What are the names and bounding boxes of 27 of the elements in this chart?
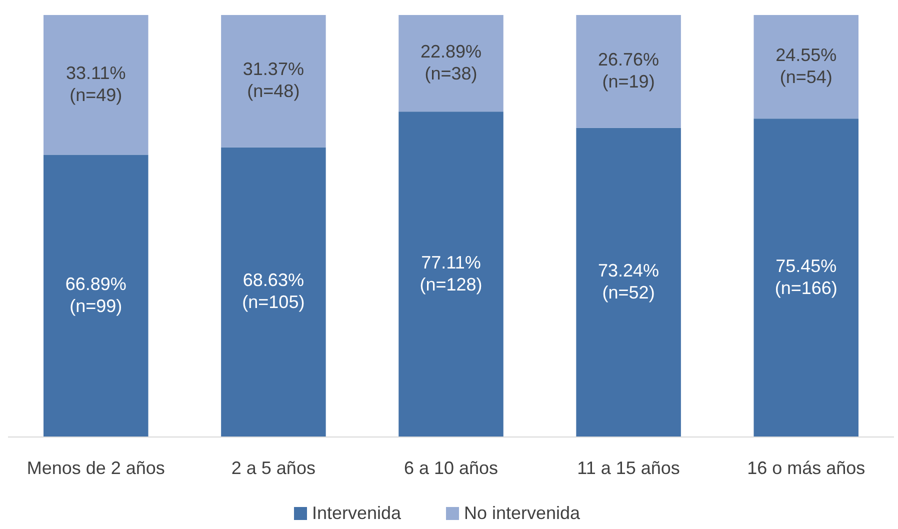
- data-label: 73.24% (n=52): [598, 260, 660, 302]
- data-label: 68.63% (n=105): [242, 270, 305, 312]
- bar: [398, 15, 504, 112]
- x-tick-label: 11 a 15 años: [577, 458, 680, 478]
- legend-label: Intervenida: [312, 503, 402, 523]
- data-label: 75.45% (n=166): [774, 256, 838, 298]
- x-tick-label: 16 o más años: [747, 458, 866, 478]
- x-tick-label: 6 a 10 años: [404, 458, 498, 478]
- data-label: 33.11% (n=49): [66, 62, 126, 105]
- data-label: 26.76% (n=19): [598, 49, 660, 92]
- x-tick-label: 2 a 5 años: [231, 458, 316, 478]
- data-label: 22.89% (n=38): [420, 41, 482, 84]
- bar: [44, 154, 148, 437]
- data-label: 66.89% (n=99): [65, 274, 126, 316]
- data-label: 77.11% (n=128): [420, 252, 482, 294]
- bar: [754, 15, 858, 119]
- bar: [221, 147, 326, 437]
- x-tick-label: Menos de 2 años: [26, 458, 165, 478]
- bar: [754, 118, 858, 437]
- bar: [576, 15, 681, 128]
- bar: [221, 15, 326, 148]
- bar: [576, 128, 681, 437]
- bar: [44, 15, 148, 155]
- bar: [398, 112, 504, 437]
- data-label: 24.55% (n=54): [776, 44, 837, 87]
- legend-label: No intervenida: [464, 503, 582, 523]
- data-label: 31.37% (n=48): [242, 58, 304, 101]
